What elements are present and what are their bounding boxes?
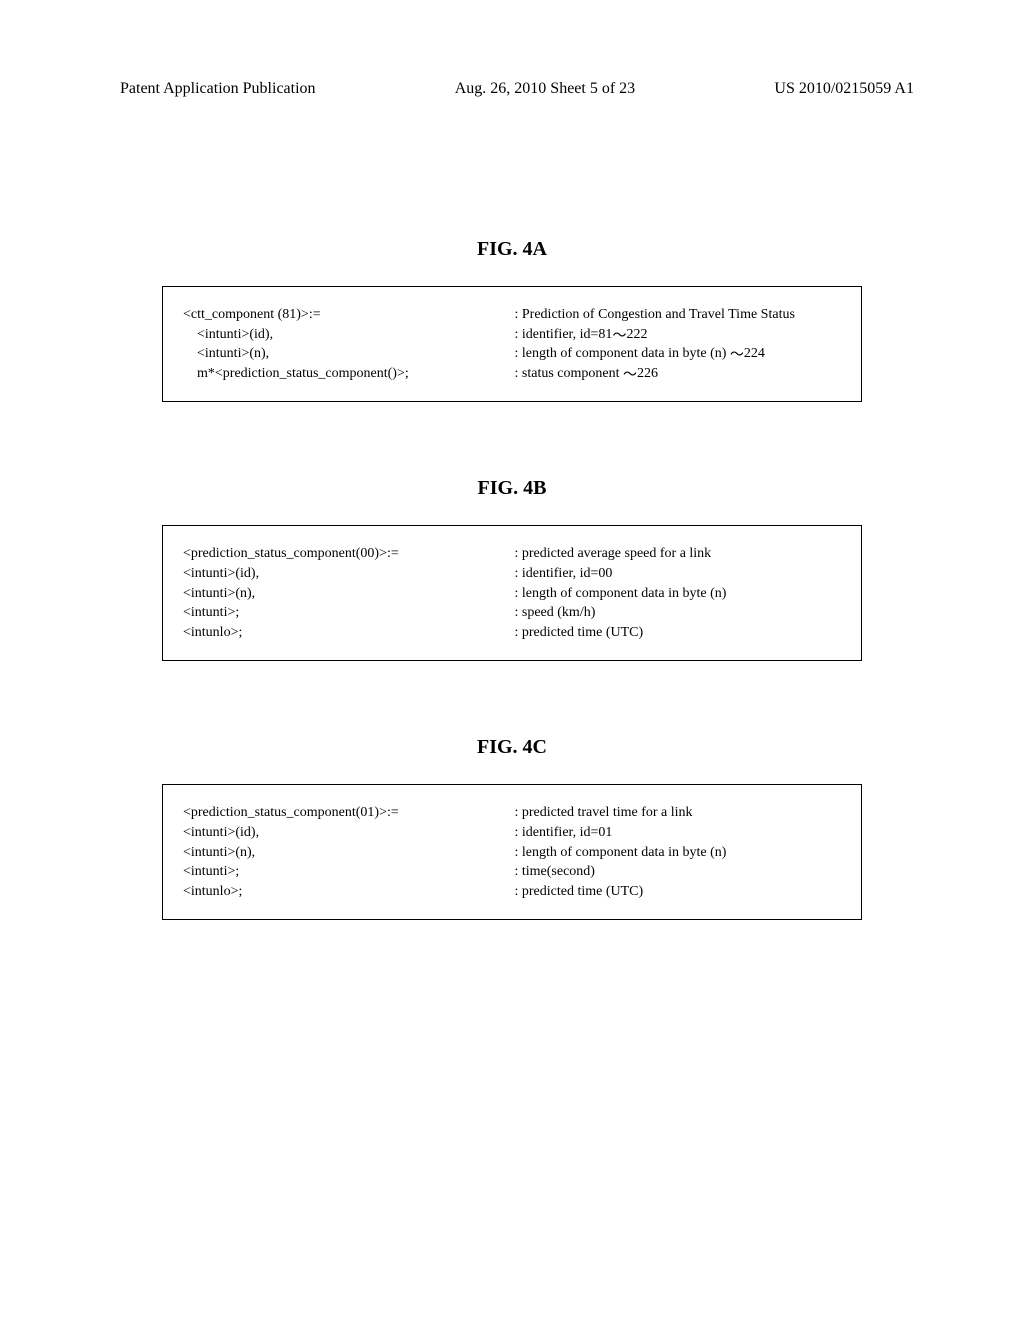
figure-4b-section: FIG. 4B <prediction_status_component(00)…: [162, 477, 862, 661]
ref-connector: 〜: [612, 327, 626, 347]
figure-4a-label: FIG. 4A: [162, 238, 862, 261]
code-line: <intunti>(id),: [183, 325, 515, 345]
code-line: <intunti>(id),: [183, 823, 515, 843]
desc-text: : length of component data in byte (n): [515, 346, 727, 361]
code-desc: : status component 〜226: [515, 364, 847, 384]
code-desc: : predicted average speed for a link: [515, 544, 847, 564]
figure-4a-box: <ctt_component (81)>:= <intunti>(id), <i…: [162, 286, 862, 402]
code-desc: : Prediction of Congestion and Travel Ti…: [515, 305, 847, 325]
code-line: <intunti>(n),: [183, 843, 515, 863]
figure-4a-code-left: <ctt_component (81)>:= <intunti>(id), <i…: [183, 305, 515, 383]
code-desc: : identifier, id=81〜222: [515, 325, 847, 345]
page-header: Patent Application Publication Aug. 26, …: [0, 0, 1024, 98]
code-line: <intunlo>;: [183, 882, 515, 902]
code-line: <prediction_status_component(00)>:=: [183, 544, 515, 564]
code-line: <prediction_status_component(01)>:=: [183, 803, 515, 823]
code-line: <ctt_component (81)>:=: [183, 305, 515, 325]
ref-number: 222: [626, 325, 647, 345]
code-desc: : length of component data in byte (n): [515, 843, 847, 863]
code-line: m*<prediction_status_component()>;: [183, 364, 515, 384]
figure-4c-section: FIG. 4C <prediction_status_component(01)…: [162, 736, 862, 920]
code-line: <intunti>;: [183, 862, 515, 882]
figure-4c-box: <prediction_status_component(01)>:= <int…: [162, 784, 862, 920]
figure-4a-section: FIG. 4A <ctt_component (81)>:= <intunti>…: [162, 238, 862, 402]
code-desc: : predicted travel time for a link: [515, 803, 847, 823]
code-desc: : predicted time (UTC): [515, 623, 847, 643]
figure-4c-code-left: <prediction_status_component(01)>:= <int…: [183, 803, 515, 901]
figure-4c-label: FIG. 4C: [162, 736, 862, 759]
ref-number: 226: [637, 364, 658, 384]
code-desc: : length of component data in byte (n): [515, 584, 847, 604]
code-desc: : identifier, id=01: [515, 823, 847, 843]
code-desc: : predicted time (UTC): [515, 882, 847, 902]
figure-4b-box: <prediction_status_component(00)>:= <int…: [162, 525, 862, 661]
figure-4b-code-right: : predicted average speed for a link : i…: [515, 544, 847, 642]
code-desc: : time(second): [515, 862, 847, 882]
header-right: US 2010/0215059 A1: [774, 80, 914, 98]
code-line: <intunti>;: [183, 603, 515, 623]
ref-connector: 〜: [730, 346, 744, 366]
code-desc: : speed (km/h): [515, 603, 847, 623]
ref-number: 224: [744, 344, 765, 364]
code-desc: : length of component data in byte (n) 〜…: [515, 344, 847, 364]
code-line: <intunti>(id),: [183, 564, 515, 584]
code-desc: : identifier, id=00: [515, 564, 847, 584]
figure-4a-code-right: : Prediction of Congestion and Travel Ti…: [515, 305, 847, 383]
code-line: <intunlo>;: [183, 623, 515, 643]
figure-4b-code-left: <prediction_status_component(00)>:= <int…: [183, 544, 515, 642]
code-line: <intunti>(n),: [183, 584, 515, 604]
desc-text: : identifier, id=81: [515, 327, 613, 342]
header-center: Aug. 26, 2010 Sheet 5 of 23: [455, 80, 635, 98]
desc-text: : status component: [515, 366, 620, 381]
code-line: <intunti>(n),: [183, 344, 515, 364]
ref-connector: 〜: [623, 366, 637, 386]
header-left: Patent Application Publication: [120, 80, 316, 98]
figure-4c-code-right: : predicted travel time for a link : ide…: [515, 803, 847, 901]
figure-4b-label: FIG. 4B: [162, 477, 862, 500]
